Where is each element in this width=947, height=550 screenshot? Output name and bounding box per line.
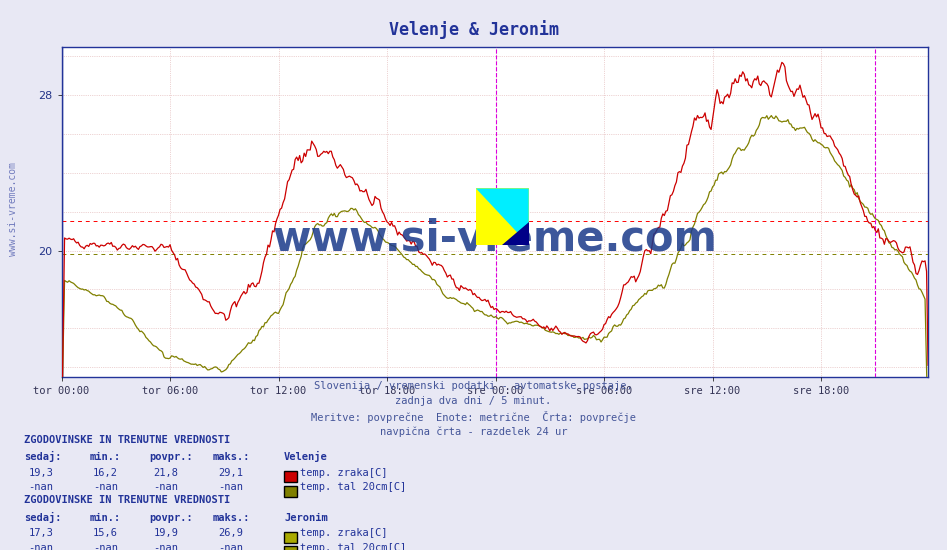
Text: Velenje & Jeronim: Velenje & Jeronim: [388, 20, 559, 39]
Text: min.:: min.:: [90, 452, 121, 463]
Text: 15,6: 15,6: [93, 528, 117, 538]
Text: 19,9: 19,9: [153, 528, 178, 538]
Text: sedaj:: sedaj:: [24, 512, 62, 523]
Text: 16,2: 16,2: [93, 468, 117, 478]
Text: 19,3: 19,3: [28, 468, 53, 478]
Text: maks.:: maks.:: [213, 513, 251, 523]
Text: -nan: -nan: [218, 542, 242, 550]
Text: 17,3: 17,3: [28, 528, 53, 538]
Text: -nan: -nan: [153, 542, 178, 550]
Text: 26,9: 26,9: [218, 528, 242, 538]
Text: -nan: -nan: [93, 482, 117, 492]
Text: 21,8: 21,8: [153, 468, 178, 478]
Text: -nan: -nan: [28, 482, 53, 492]
Text: povpr.:: povpr.:: [150, 513, 193, 523]
Text: sedaj:: sedaj:: [24, 452, 62, 463]
Text: ZGODOVINSKE IN TRENUTNE VREDNOSTI: ZGODOVINSKE IN TRENUTNE VREDNOSTI: [24, 434, 230, 445]
Text: www.si-vreme.com: www.si-vreme.com: [8, 162, 18, 256]
Text: -nan: -nan: [153, 482, 178, 492]
Polygon shape: [502, 222, 528, 245]
Text: 29,1: 29,1: [218, 468, 242, 478]
Text: Meritve: povprečne  Enote: metrične  Črta: povprečje: Meritve: povprečne Enote: metrične Črta:…: [311, 411, 636, 424]
Text: -nan: -nan: [28, 542, 53, 550]
Text: temp. tal 20cm[C]: temp. tal 20cm[C]: [300, 542, 406, 550]
Text: temp. zraka[C]: temp. zraka[C]: [300, 528, 387, 538]
Text: temp. tal 20cm[C]: temp. tal 20cm[C]: [300, 482, 406, 492]
Text: min.:: min.:: [90, 513, 121, 523]
Text: Slovenija / vremenski podatki - avtomatske postaje.: Slovenija / vremenski podatki - avtomats…: [314, 381, 633, 390]
Text: ZGODOVINSKE IN TRENUTNE VREDNOSTI: ZGODOVINSKE IN TRENUTNE VREDNOSTI: [24, 495, 230, 505]
Text: Jeronim: Jeronim: [284, 513, 328, 523]
Text: navpična črta - razdelek 24 ur: navpična črta - razdelek 24 ur: [380, 427, 567, 437]
Text: povpr.:: povpr.:: [150, 452, 193, 463]
Text: zadnja dva dni / 5 minut.: zadnja dva dni / 5 minut.: [396, 396, 551, 406]
Text: Velenje: Velenje: [284, 452, 328, 463]
Polygon shape: [476, 189, 528, 245]
Text: -nan: -nan: [218, 482, 242, 492]
Text: maks.:: maks.:: [213, 452, 251, 463]
Text: temp. zraka[C]: temp. zraka[C]: [300, 468, 387, 478]
Text: www.si-vreme.com: www.si-vreme.com: [273, 217, 717, 259]
Text: -nan: -nan: [93, 542, 117, 550]
Bar: [476, 189, 528, 245]
